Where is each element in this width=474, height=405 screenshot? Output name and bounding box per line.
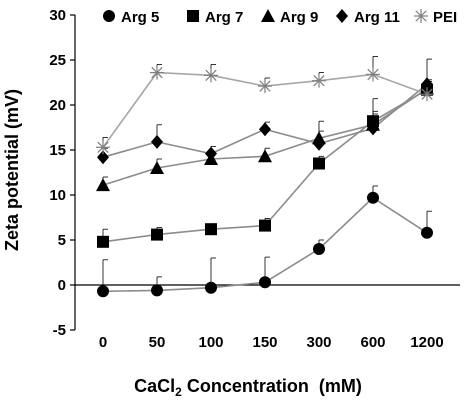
data-point-arg-11 (367, 121, 379, 136)
series-line-arg-9 (102, 88, 428, 186)
data-point-arg-7 (205, 223, 217, 236)
data-point-pei (150, 65, 164, 80)
y-tick-label: 30 (49, 7, 66, 24)
x-axis-title-rest: Concentration (mM) (182, 376, 362, 396)
x-axis-title-main: CaCl (134, 376, 175, 396)
data-point-arg-9 (150, 161, 164, 174)
data-point-arg-5 (97, 285, 109, 298)
legend-marker-pei (414, 9, 428, 23)
y-tick-label: 5 (58, 232, 66, 249)
data-point-pei (258, 79, 272, 94)
data-point-arg-11 (97, 150, 109, 165)
markers-layer (96, 65, 434, 298)
data-point-pei (366, 67, 380, 82)
data-point-arg-11 (151, 134, 163, 149)
y-tick-label: 15 (49, 142, 66, 159)
data-point-arg-5 (421, 226, 433, 239)
x-axis-title: CaCl2 Concentration (mM) (134, 376, 362, 399)
data-point-arg-9 (96, 178, 110, 192)
y-tick-label: -5 (53, 322, 66, 339)
y-axis-title: Zeta potential (mV) (2, 89, 22, 251)
data-point-arg-7 (97, 235, 109, 248)
data-point-arg-7 (151, 228, 163, 241)
data-point-arg-5 (367, 191, 379, 204)
data-point-arg-11 (259, 122, 271, 137)
data-point-arg-7 (313, 157, 325, 170)
legend-marker-arg-7 (187, 10, 199, 22)
x-tick-label: 150 (252, 334, 277, 351)
y-tick-label: 0 (58, 277, 66, 294)
y-tick-label: 10 (49, 187, 66, 204)
x-tick-label: 300 (306, 334, 331, 351)
data-point-arg-11 (205, 146, 217, 161)
data-point-arg-5 (151, 284, 163, 297)
legend: Arg 5 Arg 7 Arg 9 Arg 11 PEI (103, 9, 457, 26)
legend-marker-arg-5 (103, 10, 115, 22)
data-point-arg-9 (258, 149, 272, 163)
x-tick-label: 100 (198, 334, 223, 351)
data-point-arg-5 (205, 281, 217, 294)
data-point-pei (96, 140, 110, 155)
legend-label-arg-7: Arg 7 (205, 9, 243, 26)
x-axis-title-subscript: 2 (175, 385, 182, 399)
y-tick-label: 25 (49, 52, 66, 69)
legend-label-pei: PEI (433, 9, 457, 26)
legend-label-arg-9: Arg 9 (280, 9, 318, 26)
x-tick-label: 50 (149, 334, 166, 351)
legend-marker-arg-11 (336, 9, 348, 23)
x-tick-label: 0 (99, 334, 107, 351)
legend-marker-arg-9 (261, 9, 275, 22)
data-point-arg-11 (421, 77, 433, 92)
legend-label-arg-11: Arg 11 (354, 9, 400, 26)
x-tick-label: 600 (360, 334, 385, 351)
data-point-arg-5 (259, 276, 271, 289)
data-point-pei (204, 68, 218, 83)
y-tick-label: 20 (49, 97, 66, 114)
data-point-arg-7 (259, 219, 271, 232)
x-tick-label: 1200 (410, 334, 443, 351)
data-point-pei (420, 87, 434, 102)
data-point-pei (312, 73, 326, 88)
legend-label-arg-5: Arg 5 (121, 9, 159, 26)
data-point-arg-11 (313, 136, 325, 151)
data-point-arg-5 (313, 243, 325, 255)
